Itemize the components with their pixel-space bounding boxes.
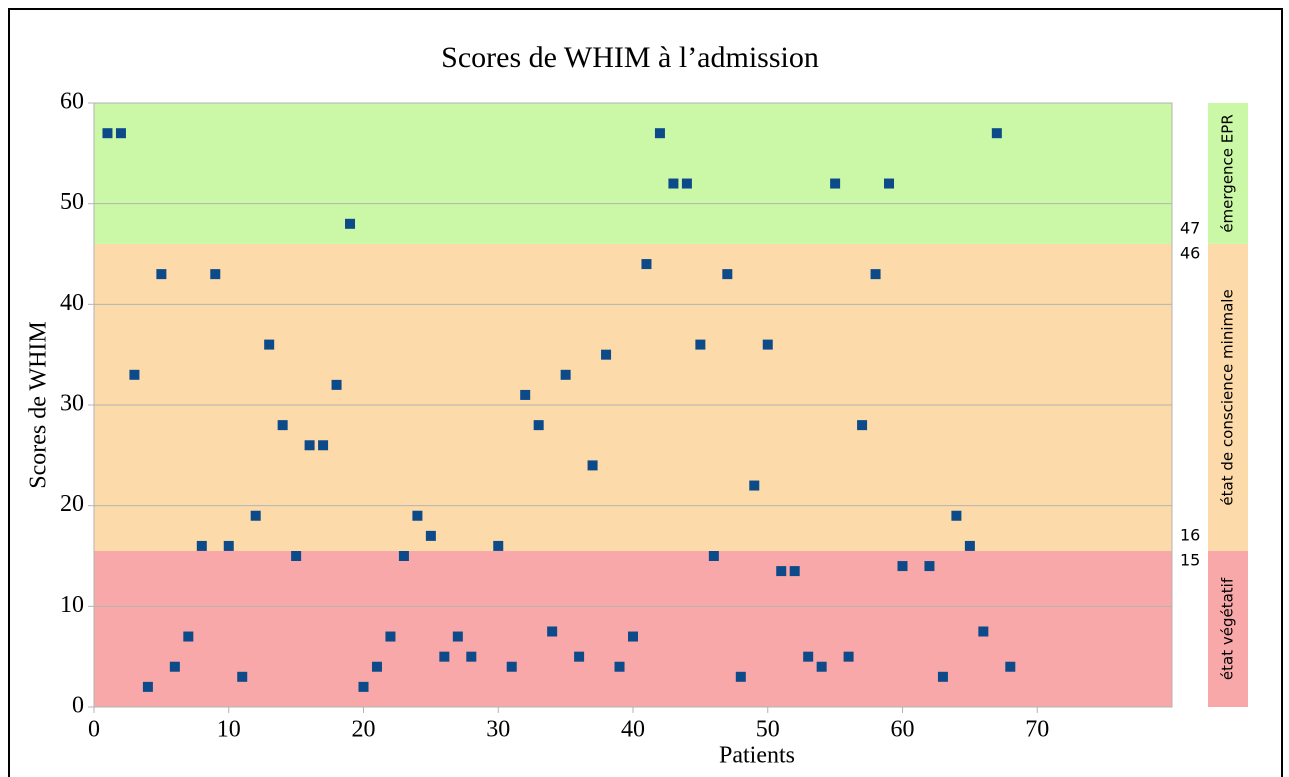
point <box>803 651 814 662</box>
band-min-label: 47 <box>1180 218 1200 237</box>
point <box>1005 661 1016 672</box>
point <box>937 671 948 682</box>
point <box>601 349 612 360</box>
point <box>452 631 463 642</box>
x-tick-label: 50 <box>756 717 780 743</box>
plot-border <box>93 102 1173 708</box>
point <box>816 661 827 672</box>
y-tick-label: 30 <box>60 391 84 417</box>
band-min-label: 16 <box>1180 525 1200 544</box>
band <box>94 243 1172 551</box>
point <box>115 128 126 139</box>
point <box>129 369 140 380</box>
band-max-label: 15 <box>1180 550 1200 569</box>
point <box>843 651 854 662</box>
point <box>681 178 692 189</box>
x-tick-label: 0 <box>88 717 100 743</box>
point <box>628 631 638 642</box>
point <box>398 551 409 561</box>
point <box>857 420 868 431</box>
band-strip <box>1208 243 1248 551</box>
point <box>735 671 746 682</box>
point <box>708 551 719 561</box>
point <box>210 269 221 280</box>
point <box>830 178 841 189</box>
point <box>547 626 558 637</box>
band-strip <box>1208 550 1248 707</box>
point <box>574 651 585 662</box>
point <box>156 269 167 280</box>
point <box>964 540 975 551</box>
band <box>94 103 1172 244</box>
x-tick-label: 10 <box>217 717 241 743</box>
point <box>318 440 329 451</box>
point <box>560 369 571 380</box>
y-tick-label: 40 <box>60 290 84 316</box>
point <box>223 540 234 551</box>
y-tick-label: 20 <box>60 491 84 517</box>
band-max-label: 46 <box>1180 243 1200 262</box>
point <box>169 661 180 672</box>
band-label: état végétatif <box>1219 577 1237 680</box>
point <box>924 561 935 572</box>
point <box>695 339 706 350</box>
point <box>776 566 787 577</box>
point <box>762 339 773 350</box>
point <box>345 218 356 229</box>
point <box>991 128 1002 139</box>
point <box>951 510 962 521</box>
x-tick-label: 40 <box>621 717 645 743</box>
point <box>412 510 423 521</box>
point <box>654 128 665 139</box>
y-tick-label: 60 <box>60 89 84 115</box>
y-axis-label: Scores de WHIM <box>26 321 52 489</box>
band <box>94 550 1172 707</box>
point <box>668 178 679 189</box>
band-label: émergence EPR <box>1219 114 1237 232</box>
y-tick-label: 10 <box>60 592 84 618</box>
point <box>493 540 504 551</box>
point <box>978 626 989 637</box>
x-tick-label: 70 <box>1025 717 1049 743</box>
point <box>264 339 275 350</box>
point <box>789 566 800 577</box>
x-axis-label: Patients <box>719 743 795 769</box>
point <box>371 661 382 672</box>
point <box>304 440 315 451</box>
point <box>277 420 288 431</box>
point <box>358 681 369 692</box>
point <box>870 269 881 280</box>
point <box>385 631 396 642</box>
point <box>614 661 625 672</box>
point <box>533 420 544 431</box>
point <box>587 460 598 471</box>
point <box>466 651 477 662</box>
point <box>196 540 207 551</box>
point <box>250 510 261 521</box>
point <box>183 631 194 642</box>
band-label: état de conscience minimale <box>1219 289 1237 505</box>
x-tick-label: 30 <box>486 717 510 743</box>
point <box>722 269 733 280</box>
point <box>439 651 450 662</box>
band-strip <box>1208 103 1248 244</box>
point <box>749 480 760 491</box>
point <box>102 128 113 139</box>
point <box>897 561 908 572</box>
point <box>237 671 248 682</box>
point <box>641 259 652 270</box>
x-tick-label: 60 <box>891 717 915 743</box>
point <box>884 178 895 189</box>
point <box>425 530 436 541</box>
y-tick-label: 0 <box>72 693 84 719</box>
x-tick-label: 20 <box>352 717 376 743</box>
point <box>142 681 153 692</box>
point <box>331 379 342 390</box>
point <box>520 389 531 400</box>
point <box>291 551 302 561</box>
y-tick-label: 50 <box>60 189 84 215</box>
chart-title: Scores de WHIM à l’admission <box>441 41 819 74</box>
point <box>506 661 517 672</box>
